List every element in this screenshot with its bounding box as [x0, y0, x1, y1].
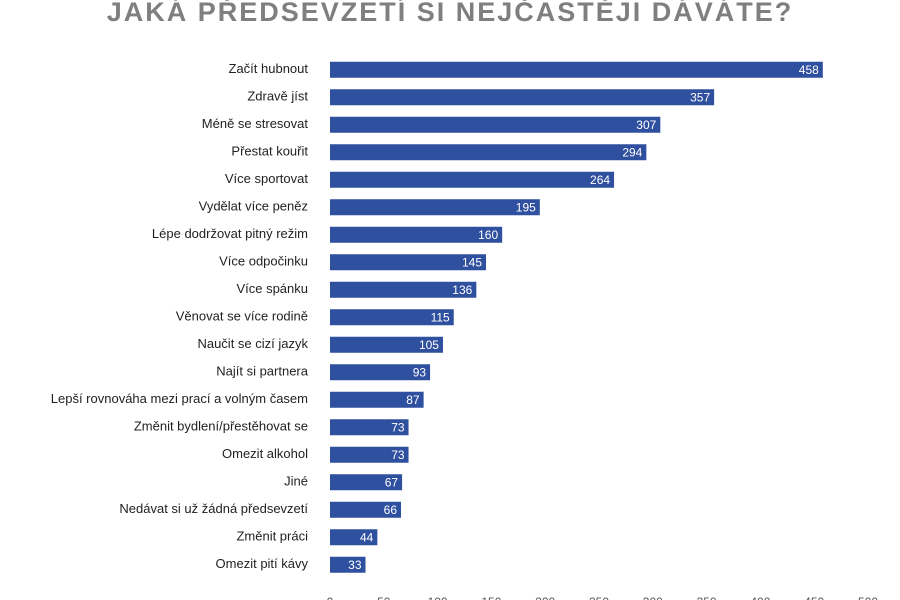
value-label: 195 — [516, 200, 536, 214]
x-tick-label: 0 — [327, 595, 334, 600]
y-tick-label: Nedávat si už žádná předsevzetí — [119, 501, 308, 516]
bar — [330, 309, 454, 326]
y-tick-label: Více odpočinku — [219, 254, 308, 269]
y-tick-label: Méně se stresovat — [202, 116, 309, 131]
x-tick-label: 500 — [858, 595, 878, 600]
value-label: 294 — [622, 145, 642, 159]
bar — [330, 556, 366, 573]
y-tick-label: Přestat kouřit — [231, 144, 308, 159]
x-tick-label: 150 — [481, 595, 501, 600]
x-tick-label: 200 — [535, 595, 555, 600]
x-tick-label: 50 — [377, 595, 391, 600]
y-tick-label: Naučit se cizí jazyk — [197, 336, 308, 351]
bar — [330, 171, 615, 188]
x-tick-label: 250 — [589, 595, 609, 600]
bar — [330, 474, 403, 491]
bar — [330, 89, 715, 106]
value-label: 67 — [385, 475, 399, 489]
value-label: 160 — [478, 228, 498, 242]
bar — [330, 281, 477, 298]
y-tick-label: Změnit bydlení/přestěhovat se — [134, 419, 308, 434]
value-label: 44 — [360, 530, 374, 544]
value-label: 33 — [348, 558, 362, 572]
value-label: 73 — [391, 420, 405, 434]
y-tick-label: Více spánku — [236, 281, 308, 296]
bar — [330, 446, 409, 463]
y-tick-label: Omezit pití kávy — [216, 556, 309, 571]
chart-title: JAKÁ PŘEDSEVZETÍ SI NEJČASTĚJI DÁVÁTE? — [107, 0, 794, 27]
value-label: 145 — [462, 255, 482, 269]
bar — [330, 419, 409, 436]
value-label: 66 — [384, 503, 398, 517]
y-tick-label: Najít si partnera — [216, 364, 309, 379]
bar — [330, 529, 378, 546]
x-tick-label: 350 — [697, 595, 717, 600]
value-label: 115 — [431, 310, 450, 324]
y-tick-label: Jiné — [284, 474, 308, 489]
y-tick-label: Začít hubnout — [229, 61, 309, 76]
value-label: 357 — [690, 90, 710, 104]
value-label: 136 — [452, 283, 472, 297]
y-tick-label: Zdravě jíst — [247, 89, 308, 104]
y-tick-label: Vydělat více peněz — [199, 199, 308, 214]
x-tick-label: 450 — [804, 595, 824, 600]
bar — [330, 61, 823, 78]
bar — [330, 226, 503, 243]
value-label: 93 — [413, 365, 427, 379]
y-tick-label: Věnovat se více rodině — [176, 309, 308, 324]
bar — [330, 116, 661, 133]
y-tick-label: Omezit alkohol — [222, 446, 308, 461]
value-label: 87 — [406, 393, 420, 407]
bar — [330, 144, 647, 161]
x-tick-label: 400 — [750, 595, 770, 600]
bar — [330, 364, 431, 381]
value-label: 105 — [419, 338, 439, 352]
value-label: 458 — [799, 63, 819, 77]
value-label: 264 — [590, 173, 610, 187]
bar — [330, 199, 540, 216]
y-tick-label: Změnit práci — [236, 529, 308, 544]
y-tick-label: Více sportovat — [225, 171, 308, 186]
value-label: 307 — [636, 118, 656, 132]
bar — [330, 501, 402, 518]
bar — [330, 391, 424, 408]
y-tick-label: Lépe dodržovat pitný režim — [152, 226, 308, 241]
x-tick-label: 100 — [428, 595, 448, 600]
value-label: 73 — [391, 448, 405, 462]
x-tick-label: 300 — [643, 595, 663, 600]
bar — [330, 336, 443, 353]
bar — [330, 254, 487, 271]
y-tick-label: Lepší rovnováha mezi prací a volným čase… — [51, 391, 308, 406]
